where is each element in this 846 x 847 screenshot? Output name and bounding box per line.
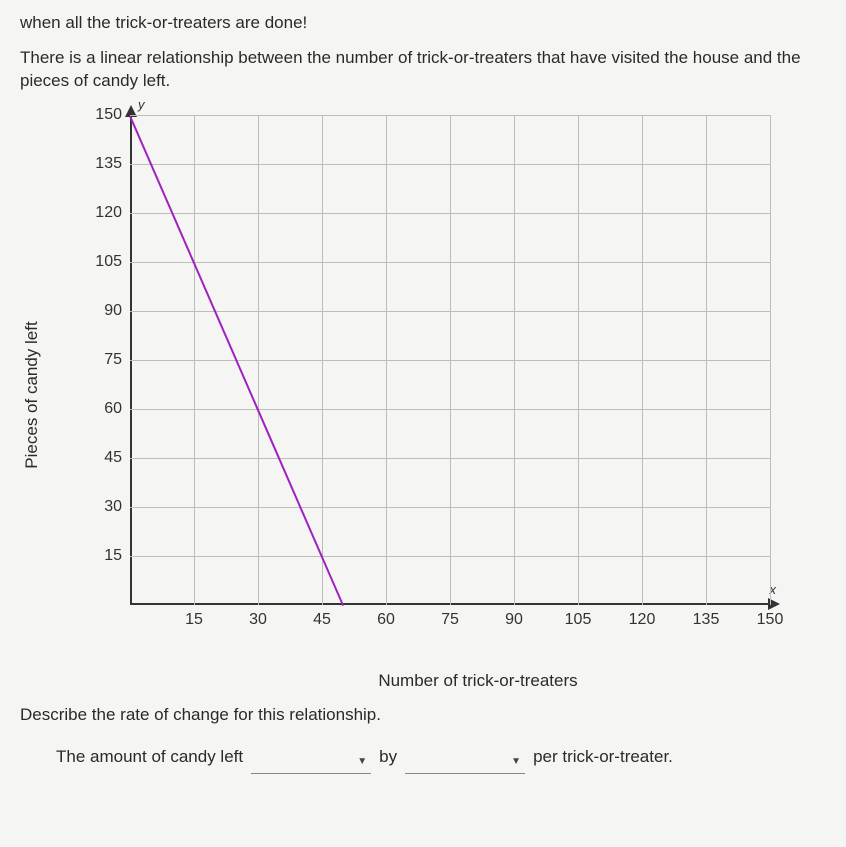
y-axis-letter: y (138, 97, 145, 112)
grid-line (322, 115, 323, 605)
grid-line (514, 115, 515, 605)
grid-line (258, 115, 259, 605)
y-tick-label: 90 (72, 302, 122, 320)
grid-line (770, 115, 771, 605)
grid-line (450, 115, 451, 605)
y-tick-label: 30 (72, 498, 122, 516)
x-tick-label: 45 (313, 611, 331, 629)
x-tick-label: 135 (693, 611, 720, 629)
intro-paragraph: There is a linear relationship between t… (20, 47, 826, 93)
candy-chart: Pieces of candy left y x 153045607590105… (60, 105, 820, 665)
y-tick-label: 120 (72, 204, 122, 222)
x-tick-label: 60 (377, 611, 395, 629)
grid-line (194, 115, 195, 605)
x-tick-label: 90 (505, 611, 523, 629)
y-axis-label: Pieces of candy left (22, 321, 42, 468)
direction-dropdown[interactable]: ▼ (251, 750, 371, 774)
x-tick-label: 15 (185, 611, 203, 629)
x-tick-label: 120 (629, 611, 656, 629)
x-axis-label: Number of trick-or-treaters (130, 671, 826, 691)
amount-dropdown[interactable]: ▼ (405, 750, 525, 774)
grid-line (386, 115, 387, 605)
y-tick-label: 105 (72, 253, 122, 271)
x-tick-label: 105 (565, 611, 592, 629)
answer-sentence: The amount of candy left ▼ by ▼ per tric… (56, 747, 826, 775)
x-tick-label: 75 (441, 611, 459, 629)
chevron-down-icon: ▼ (511, 756, 521, 767)
chevron-down-icon: ▼ (357, 756, 367, 767)
plot-area: y x 153045607590105120135150153045607590… (130, 115, 770, 605)
grid-line (706, 115, 707, 605)
y-tick-label: 135 (72, 155, 122, 173)
x-tick-label: 30 (249, 611, 267, 629)
grid-line (642, 115, 643, 605)
answer-by: by (379, 747, 397, 767)
y-tick-label: 15 (72, 547, 122, 565)
y-tick-label: 60 (72, 400, 122, 418)
intro-fragment: when all the trick-or-treaters are done! (20, 12, 826, 35)
answer-suffix: per trick-or-treater. (533, 747, 673, 767)
answer-prefix: The amount of candy left (56, 747, 243, 767)
y-tick-label: 45 (72, 449, 122, 467)
question-text: Describe the rate of change for this rel… (20, 705, 826, 725)
y-tick-label: 75 (72, 351, 122, 369)
y-tick-label: 150 (72, 106, 122, 124)
grid-line (578, 115, 579, 605)
x-tick-label: 150 (757, 611, 784, 629)
